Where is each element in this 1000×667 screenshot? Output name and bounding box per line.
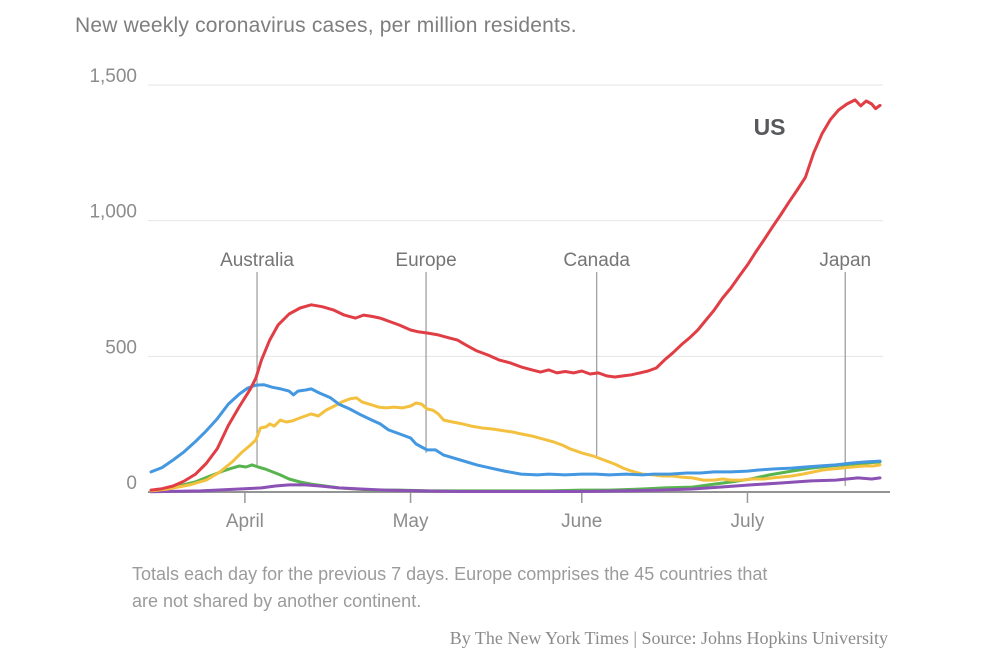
x-axis-label: July [731, 511, 765, 532]
x-axis-label: May [393, 511, 429, 532]
series-line-europe [149, 383, 882, 477]
x-axis-label: April [226, 511, 264, 532]
annotation-label: Europe [395, 250, 456, 271]
y-axis-label: 1,000 [89, 202, 137, 223]
annotation-label: Japan [819, 250, 871, 271]
chart-title: New weekly coronavirus cases, per millio… [75, 14, 577, 37]
footnote-line-2: are not shared by another continent. [132, 591, 422, 611]
byline: By The New York Times | Source: Johns Ho… [449, 628, 888, 648]
y-axis-label: 0 [126, 473, 137, 494]
y-axis-label: 1,500 [89, 66, 137, 87]
annotation-label: Australia [220, 250, 294, 271]
footnote-line-1: Totals each day for the previous 7 days.… [132, 564, 768, 584]
series-line-us [149, 98, 882, 492]
series-line-canada [149, 396, 882, 493]
footnote: Totals each day for the previous 7 days.… [132, 561, 767, 615]
annotation-label: Canada [563, 250, 630, 271]
us-series-label: US [754, 114, 786, 140]
y-axis-label: 500 [105, 337, 137, 358]
series-line-japan [149, 476, 882, 494]
x-axis-label: June [561, 511, 602, 532]
